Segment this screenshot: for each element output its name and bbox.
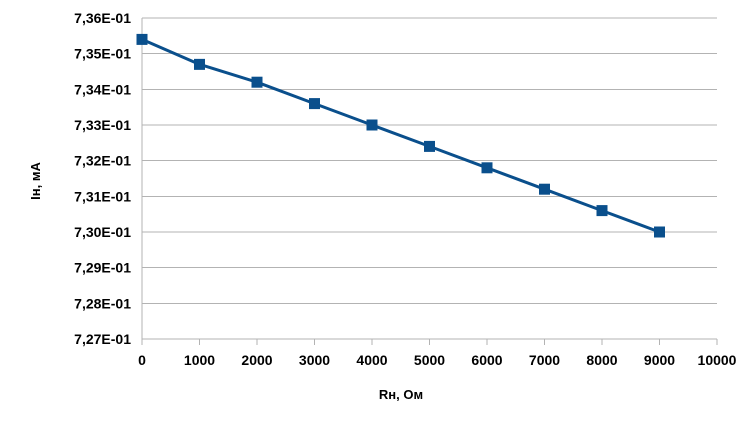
y-tick-label: 7,31E-01 xyxy=(74,188,131,204)
x-tick-label: 7000 xyxy=(529,352,560,368)
data-point-marker xyxy=(654,226,665,238)
y-tick-label: 7,30E-01 xyxy=(74,224,131,240)
y-tick-label: 7,34E-01 xyxy=(74,81,131,97)
x-tick-label: 9000 xyxy=(644,352,675,368)
grid-lines xyxy=(142,17,717,340)
data-point-marker xyxy=(481,162,493,174)
data-point-marker xyxy=(596,205,608,217)
x-tick-label: 4000 xyxy=(356,352,387,368)
data-point-marker xyxy=(136,33,148,45)
data-point-marker xyxy=(539,183,550,195)
y-axis-title: Iн, мА xyxy=(28,162,43,200)
y-tick-label: 7,32E-01 xyxy=(74,153,131,169)
y-tick-label: 7,33E-01 xyxy=(74,117,131,133)
data-point-marker xyxy=(251,76,263,88)
axes xyxy=(141,18,718,345)
x-tick-label: 2000 xyxy=(241,352,272,368)
series-line xyxy=(141,38,661,234)
x-tick-label: 0 xyxy=(138,352,146,368)
x-tick-label: 8000 xyxy=(586,352,617,368)
data-point-marker xyxy=(366,119,378,131)
data-point-marker xyxy=(309,98,320,110)
y-tick-labels: 7,36E-01 7,35E-01 7,34E-01 7,33E-01 7,32E-01… xyxy=(74,10,131,347)
y-tick-label: 7,35E-01 xyxy=(74,46,131,62)
y-tick-label: 7,36E-01 xyxy=(74,10,131,26)
x-tick-label: 10000 xyxy=(698,352,737,368)
y-tick-label: 7,28E-01 xyxy=(74,295,131,311)
y-tick-label: 7,29E-01 xyxy=(74,260,131,276)
x-tick-label: 6000 xyxy=(471,352,502,368)
x-tick-label: 3000 xyxy=(299,352,330,368)
y-tick-label: 7,27E-01 xyxy=(74,331,131,347)
data-point-marker xyxy=(194,58,205,70)
x-axis-title: Rн, Ом xyxy=(379,387,423,402)
data-point-marker xyxy=(424,140,435,152)
series-group xyxy=(136,33,665,238)
x-tick-labels: 0 1000 2000 3000 4000 5000 6000 7000 8000 9000 100… xyxy=(138,352,737,368)
x-tick-label: 1000 xyxy=(184,352,215,368)
x-tick-label: 5000 xyxy=(414,352,445,368)
